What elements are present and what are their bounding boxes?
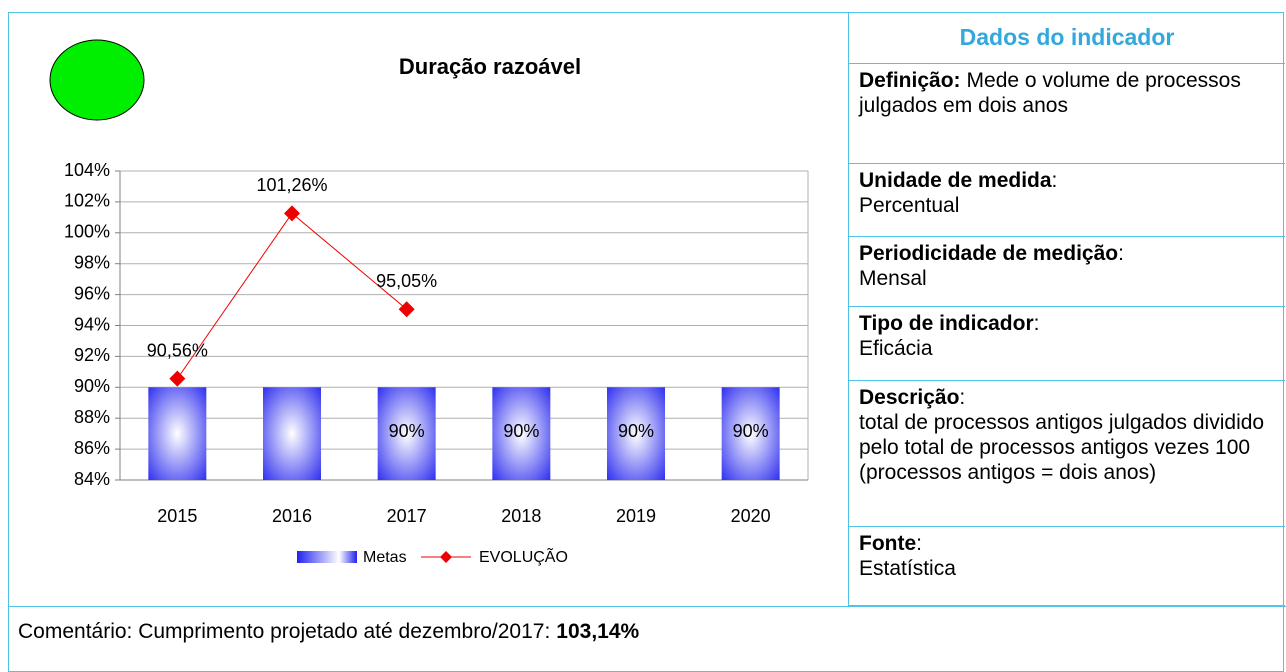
bar (263, 387, 321, 480)
item-text: Eficácia (859, 337, 933, 360)
divider (848, 12, 849, 606)
data-label: 90% (733, 421, 769, 441)
panel-item: Descrição: total de processos antigos jul… (849, 381, 1285, 527)
x-tick-label: 2018 (501, 506, 541, 526)
x-tick-label: 2019 (616, 506, 656, 526)
indicator-panel: Dados do indicador Definição: Mede o volu… (849, 12, 1285, 606)
legend-label: EVOLUÇÃO (479, 546, 568, 566)
legend-swatch (440, 551, 452, 563)
line-marker (398, 301, 415, 318)
divider (8, 606, 1286, 607)
panel-item: Fonte: Estatística (849, 527, 1285, 606)
comment: Comentário: Cumprimento projetado até de… (18, 620, 639, 644)
y-tick-label: 84% (74, 469, 110, 489)
line-marker (169, 370, 186, 387)
y-tick-label: 90% (74, 376, 110, 396)
item-label: Periodicidade de medição (859, 242, 1119, 265)
line-marker (284, 205, 300, 222)
item-separator: : (916, 532, 922, 555)
y-tick-label: 94% (74, 314, 110, 334)
item-text: Estatística (859, 557, 956, 580)
data-label: 95,05% (376, 271, 437, 291)
item-label: Definição: (859, 69, 961, 92)
data-label: 90% (389, 421, 425, 441)
status-indicator (49, 39, 145, 121)
panel-item: Periodicidade de medição: Mensal (849, 237, 1285, 307)
item-separator: : (1051, 169, 1058, 192)
item-separator: : (1118, 242, 1124, 265)
x-tick-label: 2017 (387, 506, 427, 526)
bar (721, 387, 780, 480)
x-tick-label: 2015 (157, 506, 197, 526)
item-text: Mensal (859, 267, 927, 290)
legend-label: Metas (363, 549, 407, 566)
x-tick-label: 2020 (731, 506, 771, 526)
y-tick-label: 100% (64, 222, 110, 242)
y-tick-label: 104% (64, 160, 110, 180)
item-label: Fonte (859, 532, 917, 555)
y-tick-label: 96% (74, 283, 110, 303)
panel-item: Tipo de indicador: Eficácia (849, 307, 1285, 381)
y-tick-label: 98% (74, 252, 110, 272)
item-text: Mede o volume de processos julgados em d… (859, 69, 1241, 117)
y-tick-label: 102% (64, 191, 110, 211)
item-separator: : (1033, 312, 1040, 335)
bar (607, 387, 665, 480)
y-tick-label: 88% (74, 407, 110, 427)
y-tick-label: 86% (74, 438, 110, 458)
item-label: Unidade de medida (859, 169, 1052, 192)
data-label: 90% (503, 421, 539, 441)
item-text: total de processos antigos julgados divi… (859, 411, 1265, 484)
chart: Duração razoável 84% 86% 88% 90% 92% 94% 96% 98… (49, 39, 809, 566)
panel-item: Unidade de medida: Percentual (849, 164, 1285, 237)
panel-item: Definição: Mede o volume de processos jul… (849, 64, 1285, 164)
line (176, 212, 407, 379)
data-label: 101,26% (256, 175, 327, 195)
y-tick-label: 92% (74, 345, 110, 365)
bar (377, 387, 436, 480)
panel-title: Dados do indicador (849, 12, 1285, 64)
legend-swatch (297, 551, 357, 563)
chart-title: Duração razoável (399, 54, 581, 79)
data-label: 90% (618, 421, 654, 441)
item-label: Tipo de indicador (859, 312, 1034, 335)
bar (492, 387, 551, 480)
bar (148, 387, 207, 480)
comment-text: Comentário: Cumprimento projetado até de… (18, 620, 551, 643)
page: Duração razoável 84% 86% 88% 90% 92% 94% 96% 98… (8, 12, 1286, 672)
x-tick-label: 2016 (272, 506, 312, 526)
item-label: Descrição (859, 386, 960, 409)
item-text: Percentual (859, 194, 960, 217)
item-separator: : (959, 386, 966, 409)
data-label: 90,56% (147, 340, 208, 360)
comment-value: 103,14% (556, 620, 640, 643)
